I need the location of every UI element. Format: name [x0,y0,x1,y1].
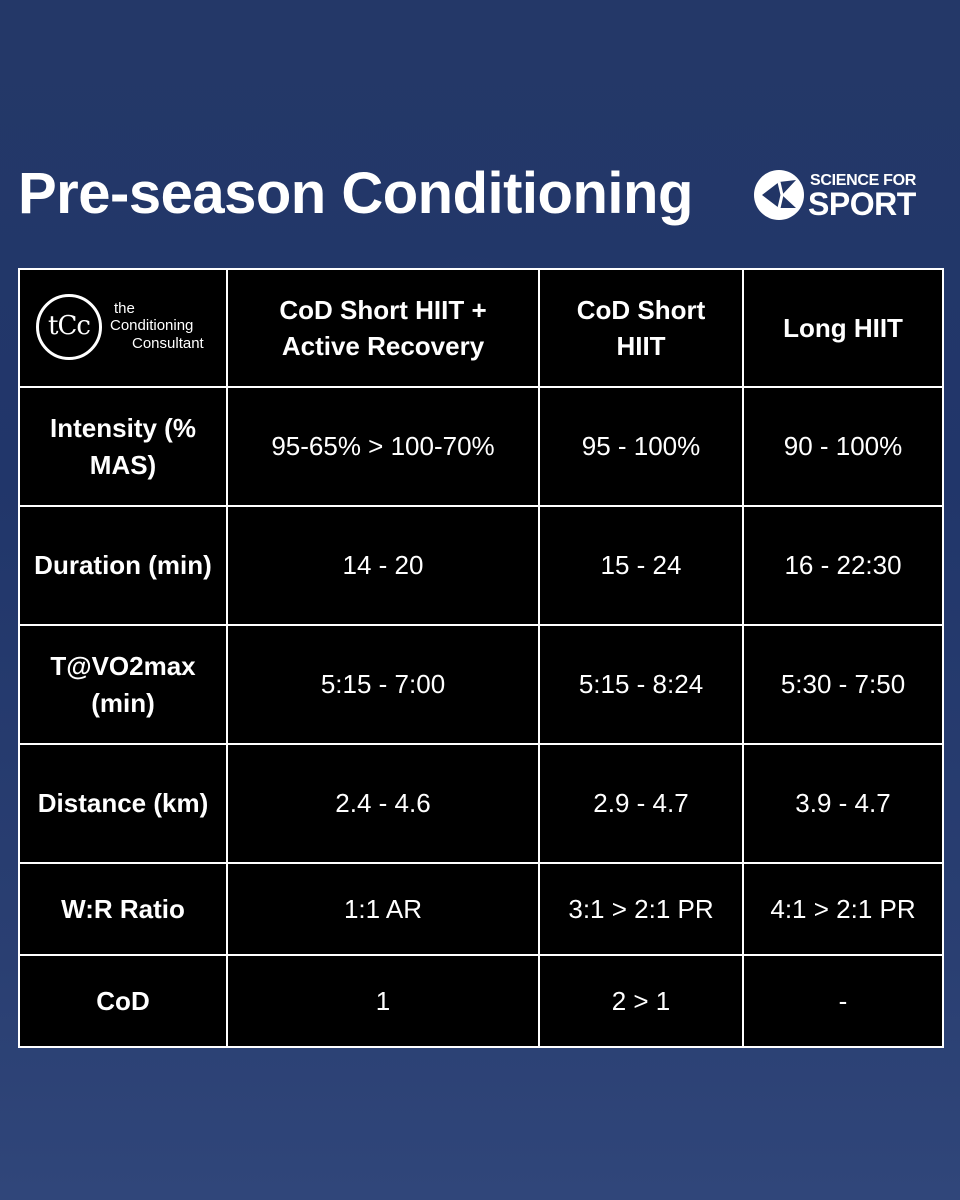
science-for-sport-logo-icon [754,170,804,220]
wordmark-line-3: Consultant [132,334,204,352]
table-cell: 3.9 - 4.7 [742,743,944,864]
table-cell: 16 - 22:30 [742,505,944,626]
table-cell: 90 - 100% [742,386,944,507]
row-label: Distance (km) [18,743,228,864]
table-row: Intensity (% MAS) 95-65% > 100-70% 95 - … [18,386,944,507]
wordmark-line-2: Conditioning [110,317,194,335]
conditioning-consultant-logo-icon: tCc [36,294,102,360]
conditioning-table: tCc the Conditioning Consultant CoD Shor… [18,268,944,1048]
table-cell: 15 - 24 [538,505,744,626]
table-cell: 5:15 - 7:00 [226,624,540,745]
table-cell: 5:30 - 7:50 [742,624,944,745]
row-label: Intensity (% MAS) [18,386,228,507]
table-cell: 2 > 1 [538,954,744,1048]
column-header: Long HIIT [742,268,944,388]
row-label: W:R Ratio [18,862,228,956]
table-row: Distance (km) 2.4 - 4.6 2.9 - 4.7 3.9 - … [18,743,944,864]
conditioning-consultant-wordmark: the Conditioning Consultant [110,300,204,352]
column-header: CoD Short HIIT [538,268,744,388]
table-cell: 1 [226,954,540,1048]
table-cell: 14 - 20 [226,505,540,626]
table-cell: 2.4 - 4.6 [226,743,540,864]
conditioning-consultant-logo: tCc the Conditioning Consultant [18,268,228,388]
column-header: CoD Short HIIT + Active Recovery [226,268,540,388]
table-cell: 4:1 > 2:1 PR [742,862,944,956]
brand-line-1: SCIENCE FOR [810,172,917,189]
table-cell: - [742,954,944,1048]
table-cell: 95 - 100% [538,386,744,507]
row-label: Duration (min) [18,505,228,626]
table-cell: 5:15 - 8:24 [538,624,744,745]
brand-line-2: SPORT [808,186,916,222]
table-header-row: tCc the Conditioning Consultant CoD Shor… [18,268,944,388]
table-cell: 3:1 > 2:1 PR [538,862,744,956]
table-row: T@VO2max (min) 5:15 - 7:00 5:15 - 8:24 5… [18,624,944,745]
row-label: T@VO2max (min) [18,624,228,745]
table-row: CoD 1 2 > 1 - [18,954,944,1048]
table-row: Duration (min) 14 - 20 15 - 24 16 - 22:3… [18,505,944,626]
row-label: CoD [18,954,228,1048]
page-title: Pre-season Conditioning [18,161,693,226]
table-cell: 1:1 AR [226,862,540,956]
science-for-sport-logo: SCIENCE FOR SPORT [752,166,932,226]
wordmark-line-1: the [114,300,135,317]
table-cell: 95-65% > 100-70% [226,386,540,507]
table-row: W:R Ratio 1:1 AR 3:1 > 2:1 PR 4:1 > 2:1 … [18,862,944,956]
table-cell: 2.9 - 4.7 [538,743,744,864]
